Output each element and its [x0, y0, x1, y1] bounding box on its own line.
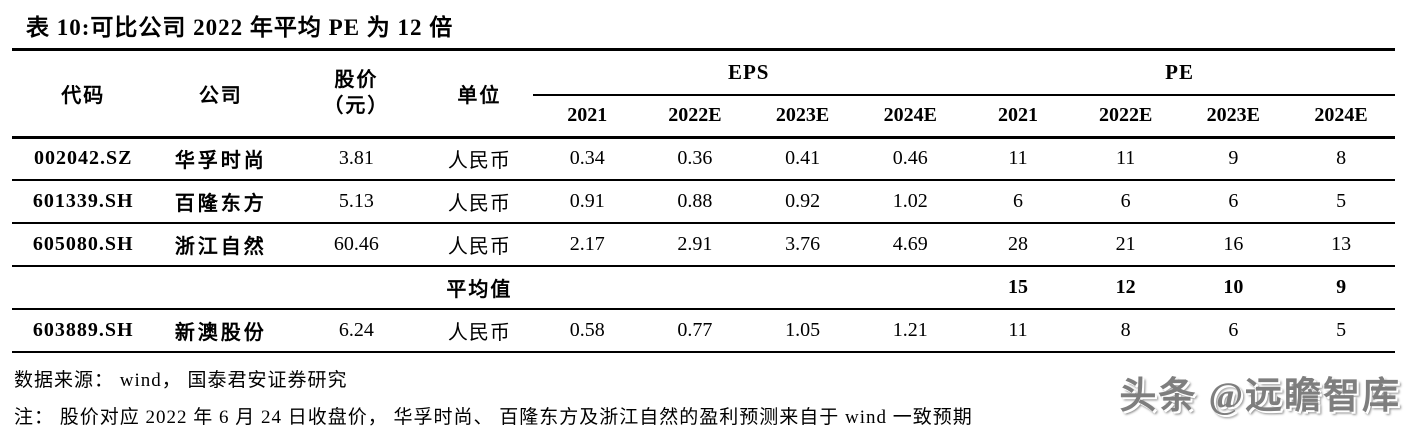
header-group-row: 代码 公司 股价 （元） 单位 EPS PE	[12, 51, 1395, 117]
table-cell	[533, 266, 641, 309]
table-body: 002042.SZ 华孚时尚 3.81 人民币 0.34 0.36 0.41 0.46 11 11…	[12, 137, 1395, 352]
table-cell: 人民币	[447, 150, 511, 173]
table-cell: 0.46	[892, 147, 928, 170]
header-eps-group: EPS	[533, 51, 965, 96]
table-cell: 浙江自然	[174, 236, 267, 258]
table-row: 605080.SH 浙江自然 60.46 人民币 2.17 2.91 3.76 4.69 28 2…	[12, 223, 1395, 266]
header-pe-2022e: 2022E	[1098, 104, 1153, 127]
table-cell: 1.05	[785, 319, 821, 341]
header-company: 公司	[198, 84, 243, 107]
table-cell: 0.36	[677, 147, 713, 170]
table-cell	[641, 266, 749, 309]
watermark: 头条 @远瞻智库	[1119, 376, 1401, 417]
table-cell: 0.41	[785, 147, 821, 170]
table-cell: 人民币	[447, 322, 511, 344]
table-cell: 6.24	[338, 319, 374, 341]
table-cell: 8	[1120, 319, 1131, 341]
average-row: 平均值 15 12 10 9	[12, 266, 1395, 309]
header-code: 代码	[61, 84, 106, 107]
header-price-line2: （元）	[323, 95, 390, 118]
table-cell: 1.21	[892, 319, 928, 341]
table-cell	[749, 266, 857, 309]
table-cell: 5	[1336, 190, 1347, 212]
table-cell: 10	[1223, 276, 1244, 298]
table-cell: 13	[1331, 233, 1352, 255]
table-cell: 6	[1012, 190, 1023, 212]
table-cell: 28	[1007, 233, 1028, 255]
table-cell	[287, 266, 425, 309]
table-cell: 21	[1115, 233, 1136, 255]
header-price: 股价 （元）	[287, 51, 425, 137]
table-cell: 5	[1336, 319, 1347, 341]
table-cell: 16	[1223, 233, 1244, 255]
table-cell: 0.77	[677, 319, 713, 341]
table-cell: 4.69	[892, 233, 928, 255]
table-cell: 新澳股份	[174, 322, 267, 344]
header-unit: 单位	[457, 84, 502, 107]
table-cell: 2.91	[677, 233, 713, 255]
table-row: 601339.SH 百隆东方 5.13 人民币 0.91 0.88 0.92 1.02 6 6 6 5	[12, 180, 1395, 223]
comparable-companies-table: 代码 公司 股价 （元） 单位 EPS PE 2021 2022E 2023E …	[12, 51, 1395, 353]
table-title: 表 10:可比公司 2022 年平均 PE 为 12 倍	[12, 0, 1395, 51]
table-cell: 6	[1228, 319, 1239, 341]
table-cell: 11	[1008, 147, 1028, 170]
table-cell	[12, 266, 154, 309]
table-cell: 人民币	[447, 193, 511, 215]
table-cell: 人民币	[447, 236, 511, 258]
table-cell: 603889.SH	[32, 319, 134, 341]
header-pe-2021: 2021	[997, 104, 1038, 127]
table-cell: 0.91	[569, 190, 605, 212]
table-cell	[154, 266, 287, 309]
table-header: 代码 公司 股价 （元） 单位 EPS PE 2021 2022E 2023E …	[12, 51, 1395, 137]
table-cell: 0.92	[785, 190, 821, 212]
table-cell: 6	[1120, 190, 1131, 212]
table-cell: 11	[1116, 147, 1136, 170]
table-cell: 002042.SZ	[33, 147, 133, 170]
table-cell: 华孚时尚	[174, 150, 267, 173]
footnote: 注： 股价对应 2022 年 6 月 24 日收盘价， 华孚时尚、 百隆东方及浙…	[14, 407, 973, 428]
table-cell: 2.17	[569, 233, 605, 255]
table-cell: 11	[1008, 319, 1028, 341]
table-cell: 0.58	[569, 319, 605, 341]
header-pe-2024e: 2024E	[1314, 104, 1368, 127]
table-cell: 1.02	[892, 190, 928, 212]
table-cell	[856, 266, 964, 309]
table-row: 603889.SH 新澳股份 6.24 人民币 0.58 0.77 1.05 1.21 11 8 6…	[12, 309, 1395, 352]
header-price-line1: 股价	[334, 69, 379, 92]
header-eps-2021: 2021	[567, 104, 608, 127]
data-source: 数据来源： wind， 国泰君安证券研究	[14, 370, 348, 391]
table-row: 002042.SZ 华孚时尚 3.81 人民币 0.34 0.36 0.41 0.46 11 11…	[12, 137, 1395, 180]
table-cell: 平均值	[446, 279, 513, 301]
table-cell: 605080.SH	[32, 233, 134, 255]
table-cell: 3.76	[785, 233, 821, 255]
header-eps-2024e: 2024E	[883, 104, 937, 127]
header-eps-2022e: 2022E	[668, 104, 722, 127]
header-pe-2023e: 2023E	[1206, 104, 1260, 127]
table-cell: 601339.SH	[32, 190, 134, 212]
table-cell: 0.34	[569, 147, 605, 170]
table-cell: 9	[1228, 147, 1239, 170]
table-cell: 8	[1336, 147, 1347, 170]
table-cell: 60.46	[333, 233, 379, 255]
table-cell: 6	[1228, 190, 1239, 212]
table-cell: 9	[1336, 276, 1347, 298]
header-pe-group: PE	[964, 51, 1395, 96]
table-cell: 0.88	[677, 190, 713, 212]
header-eps-2023e: 2023E	[775, 104, 830, 127]
table-cell: 3.81	[338, 147, 374, 170]
header-year-row: 2021 2022E 2023E 2024E 2021 2022E 2023E …	[12, 95, 1395, 137]
table-cell: 百隆东方	[174, 193, 267, 215]
table-cell: 12	[1115, 276, 1136, 298]
table-cell: 15	[1007, 276, 1028, 298]
table-cell: 5.13	[338, 190, 374, 212]
